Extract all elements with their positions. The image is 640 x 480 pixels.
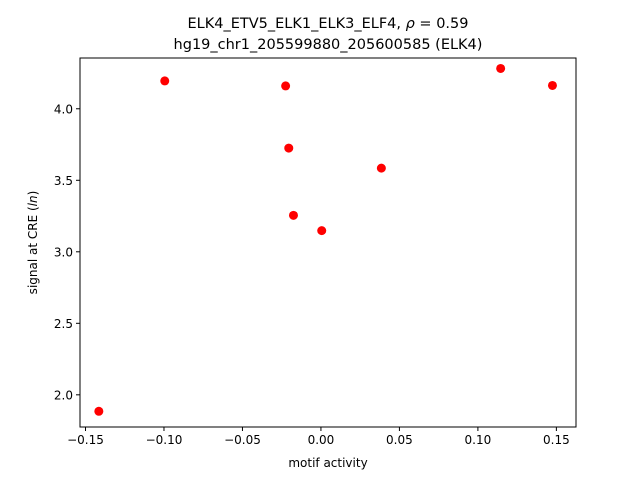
data-point xyxy=(496,63,506,73)
y-ticks: 2.0 2.5 3.0 3.5 4.0 xyxy=(54,102,80,402)
data-point xyxy=(547,80,557,90)
data-points xyxy=(94,63,557,416)
data-point xyxy=(376,163,386,173)
chart-title-line2: hg19_chr1_205599880_205600585 (ELK4) xyxy=(174,37,483,53)
data-point xyxy=(281,81,291,91)
y-axis-label: signal at CRE (ln) xyxy=(26,191,40,295)
chart-title-line1: ELK4_ETV5_ELK1_ELK3_ELF4, ρ = 0.59 xyxy=(188,16,469,32)
data-point xyxy=(284,143,294,153)
x-tick-label: 0.15 xyxy=(543,433,570,447)
y-tick-label: 2.0 xyxy=(54,388,73,402)
x-tick-label: −0.05 xyxy=(224,433,261,447)
plot-area-frame xyxy=(79,57,577,428)
data-point xyxy=(317,226,327,236)
y-tick-label: 2.5 xyxy=(54,317,73,331)
data-point xyxy=(288,210,298,220)
x-tick-label: 0.10 xyxy=(465,433,492,447)
x-axis-label: motif activity xyxy=(288,456,367,470)
y-tick-label: 3.0 xyxy=(54,245,73,259)
data-point xyxy=(160,76,170,86)
x-tick-label: 0.05 xyxy=(386,433,413,447)
x-tick-label: 0.00 xyxy=(308,433,335,447)
data-point xyxy=(94,406,104,416)
y-tick-label: 3.5 xyxy=(54,174,73,188)
x-tick-label: −0.10 xyxy=(146,433,183,447)
y-tick-label: 4.0 xyxy=(54,102,73,116)
x-ticks: −0.15 −0.10 −0.05 0.00 0.05 0.10 0.15 xyxy=(67,427,570,447)
x-tick-label: −0.15 xyxy=(67,433,104,447)
